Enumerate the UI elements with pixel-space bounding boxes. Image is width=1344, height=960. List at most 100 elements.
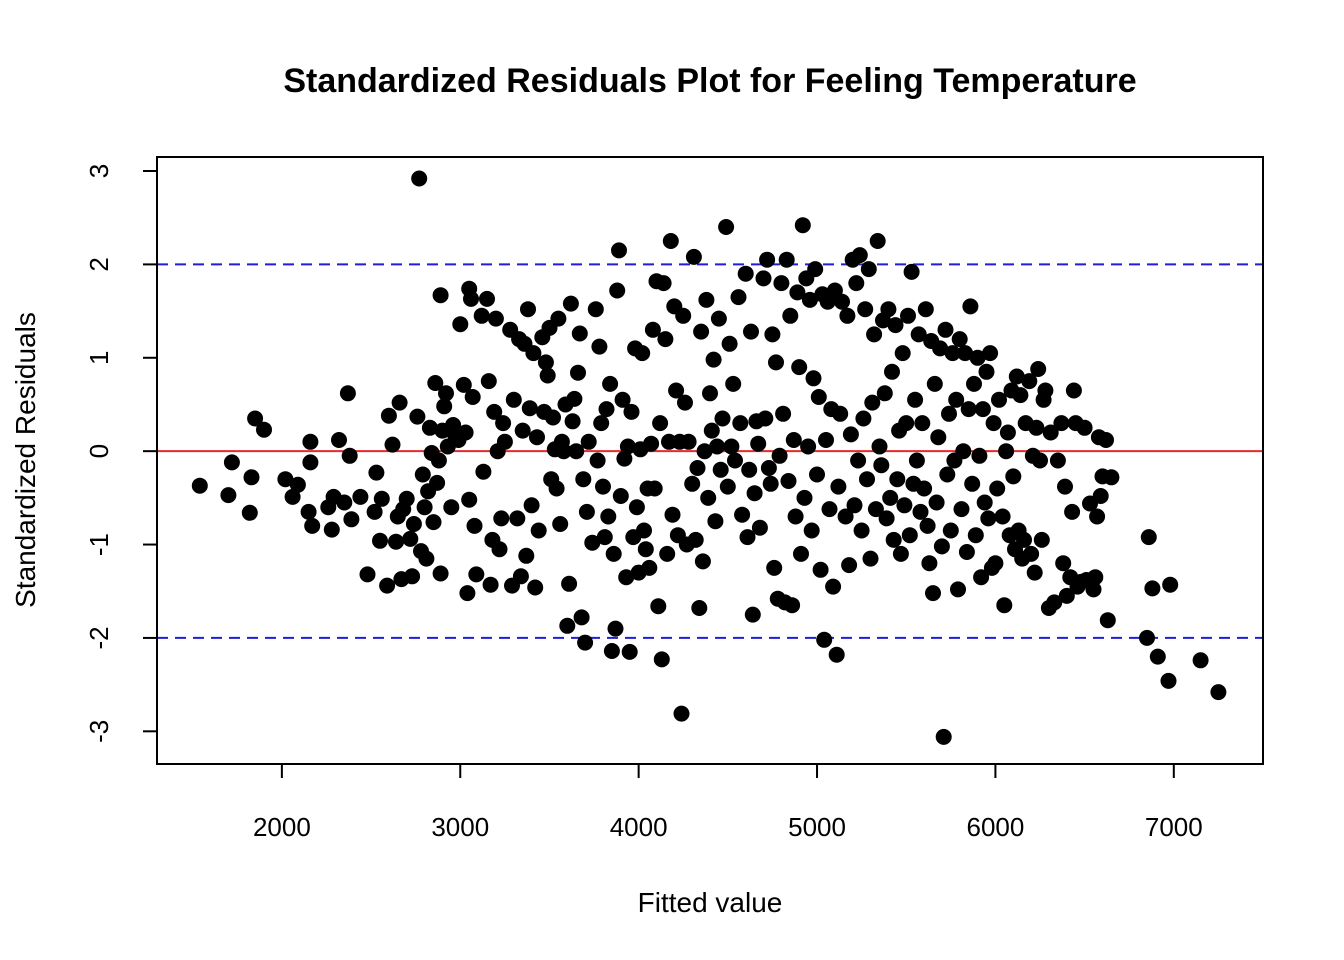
data-point <box>331 432 347 448</box>
data-point <box>577 634 594 651</box>
data-point <box>796 489 813 506</box>
data-point <box>593 415 610 432</box>
data-point <box>1037 382 1054 399</box>
data-point <box>942 522 959 539</box>
data-point <box>898 415 915 432</box>
data-point <box>684 475 701 492</box>
data-point <box>1087 569 1104 586</box>
data-point <box>616 450 633 467</box>
data-point <box>495 415 512 432</box>
data-point <box>944 345 961 362</box>
data-point <box>1057 478 1073 495</box>
data-point <box>773 275 790 292</box>
x-tick-label: 3000 <box>431 812 489 842</box>
data-point <box>976 494 993 511</box>
data-point <box>917 301 934 318</box>
data-point <box>578 503 595 520</box>
data-point <box>714 410 731 427</box>
data-point <box>721 335 738 352</box>
data-point <box>805 370 822 387</box>
data-point <box>834 293 850 310</box>
data-point <box>907 391 924 408</box>
data-point <box>985 415 1002 432</box>
data-point <box>220 487 237 504</box>
data-point <box>571 325 588 342</box>
data-point <box>785 432 802 448</box>
data-point <box>402 530 419 547</box>
y-axis: -3 -2 -1 0 1 2 3 <box>84 164 158 743</box>
data-point <box>564 413 581 430</box>
data-point <box>323 521 340 538</box>
data-point <box>750 435 767 452</box>
data-point <box>414 466 431 483</box>
data-point <box>509 510 526 527</box>
y-tick-label: 2 <box>84 257 114 271</box>
data-point <box>816 631 833 648</box>
data-point <box>989 480 1006 497</box>
data-point <box>607 620 624 637</box>
data-point <box>241 504 258 521</box>
data-point <box>512 568 529 585</box>
data-point <box>1149 648 1166 665</box>
data-point <box>1162 576 1179 593</box>
data-point <box>525 345 542 362</box>
data-point <box>878 510 895 527</box>
data-point <box>432 287 449 304</box>
data-point <box>857 301 874 318</box>
data-point <box>191 477 208 494</box>
data-point <box>999 424 1016 441</box>
data-point <box>372 532 388 549</box>
data-point <box>514 422 531 439</box>
data-point <box>693 323 710 340</box>
data-point <box>818 432 834 448</box>
data-point <box>659 545 676 562</box>
data-point <box>775 405 792 422</box>
data-point <box>568 443 585 460</box>
data-point <box>971 447 988 464</box>
data-point <box>939 466 956 483</box>
data-point <box>739 529 756 546</box>
data-point <box>416 499 433 516</box>
data-point <box>418 550 435 567</box>
data-point <box>482 576 499 593</box>
data-point <box>368 464 385 481</box>
data-point <box>680 433 697 450</box>
data-point <box>784 597 801 614</box>
data-point <box>950 581 966 598</box>
data-point <box>421 419 438 436</box>
data-point <box>600 508 617 525</box>
data-point <box>901 527 918 544</box>
data-point <box>978 363 995 380</box>
data-point <box>427 375 444 391</box>
data-point <box>675 307 692 324</box>
data-point <box>953 501 970 518</box>
data-point <box>302 433 319 450</box>
data-point <box>703 422 720 439</box>
data-point <box>903 263 920 280</box>
data-point <box>850 452 867 469</box>
data-point <box>948 391 965 408</box>
data-point <box>851 247 868 264</box>
data-point <box>867 501 884 518</box>
data-point <box>809 466 825 483</box>
data-point <box>1160 672 1177 689</box>
data-point <box>787 508 804 525</box>
data-point <box>343 511 360 528</box>
data-point <box>941 405 957 422</box>
data-point <box>830 478 847 495</box>
data-point <box>955 443 972 460</box>
x-tick-label: 2000 <box>253 812 311 842</box>
data-point <box>935 728 952 745</box>
data-point <box>825 578 842 595</box>
data-point <box>379 577 396 594</box>
data-point <box>566 390 583 407</box>
data-point <box>452 316 469 333</box>
data-point <box>760 460 777 476</box>
data-point <box>837 508 854 525</box>
data-point <box>794 217 811 234</box>
data-point <box>780 473 797 489</box>
data-point <box>598 401 615 418</box>
data-point <box>866 326 883 343</box>
